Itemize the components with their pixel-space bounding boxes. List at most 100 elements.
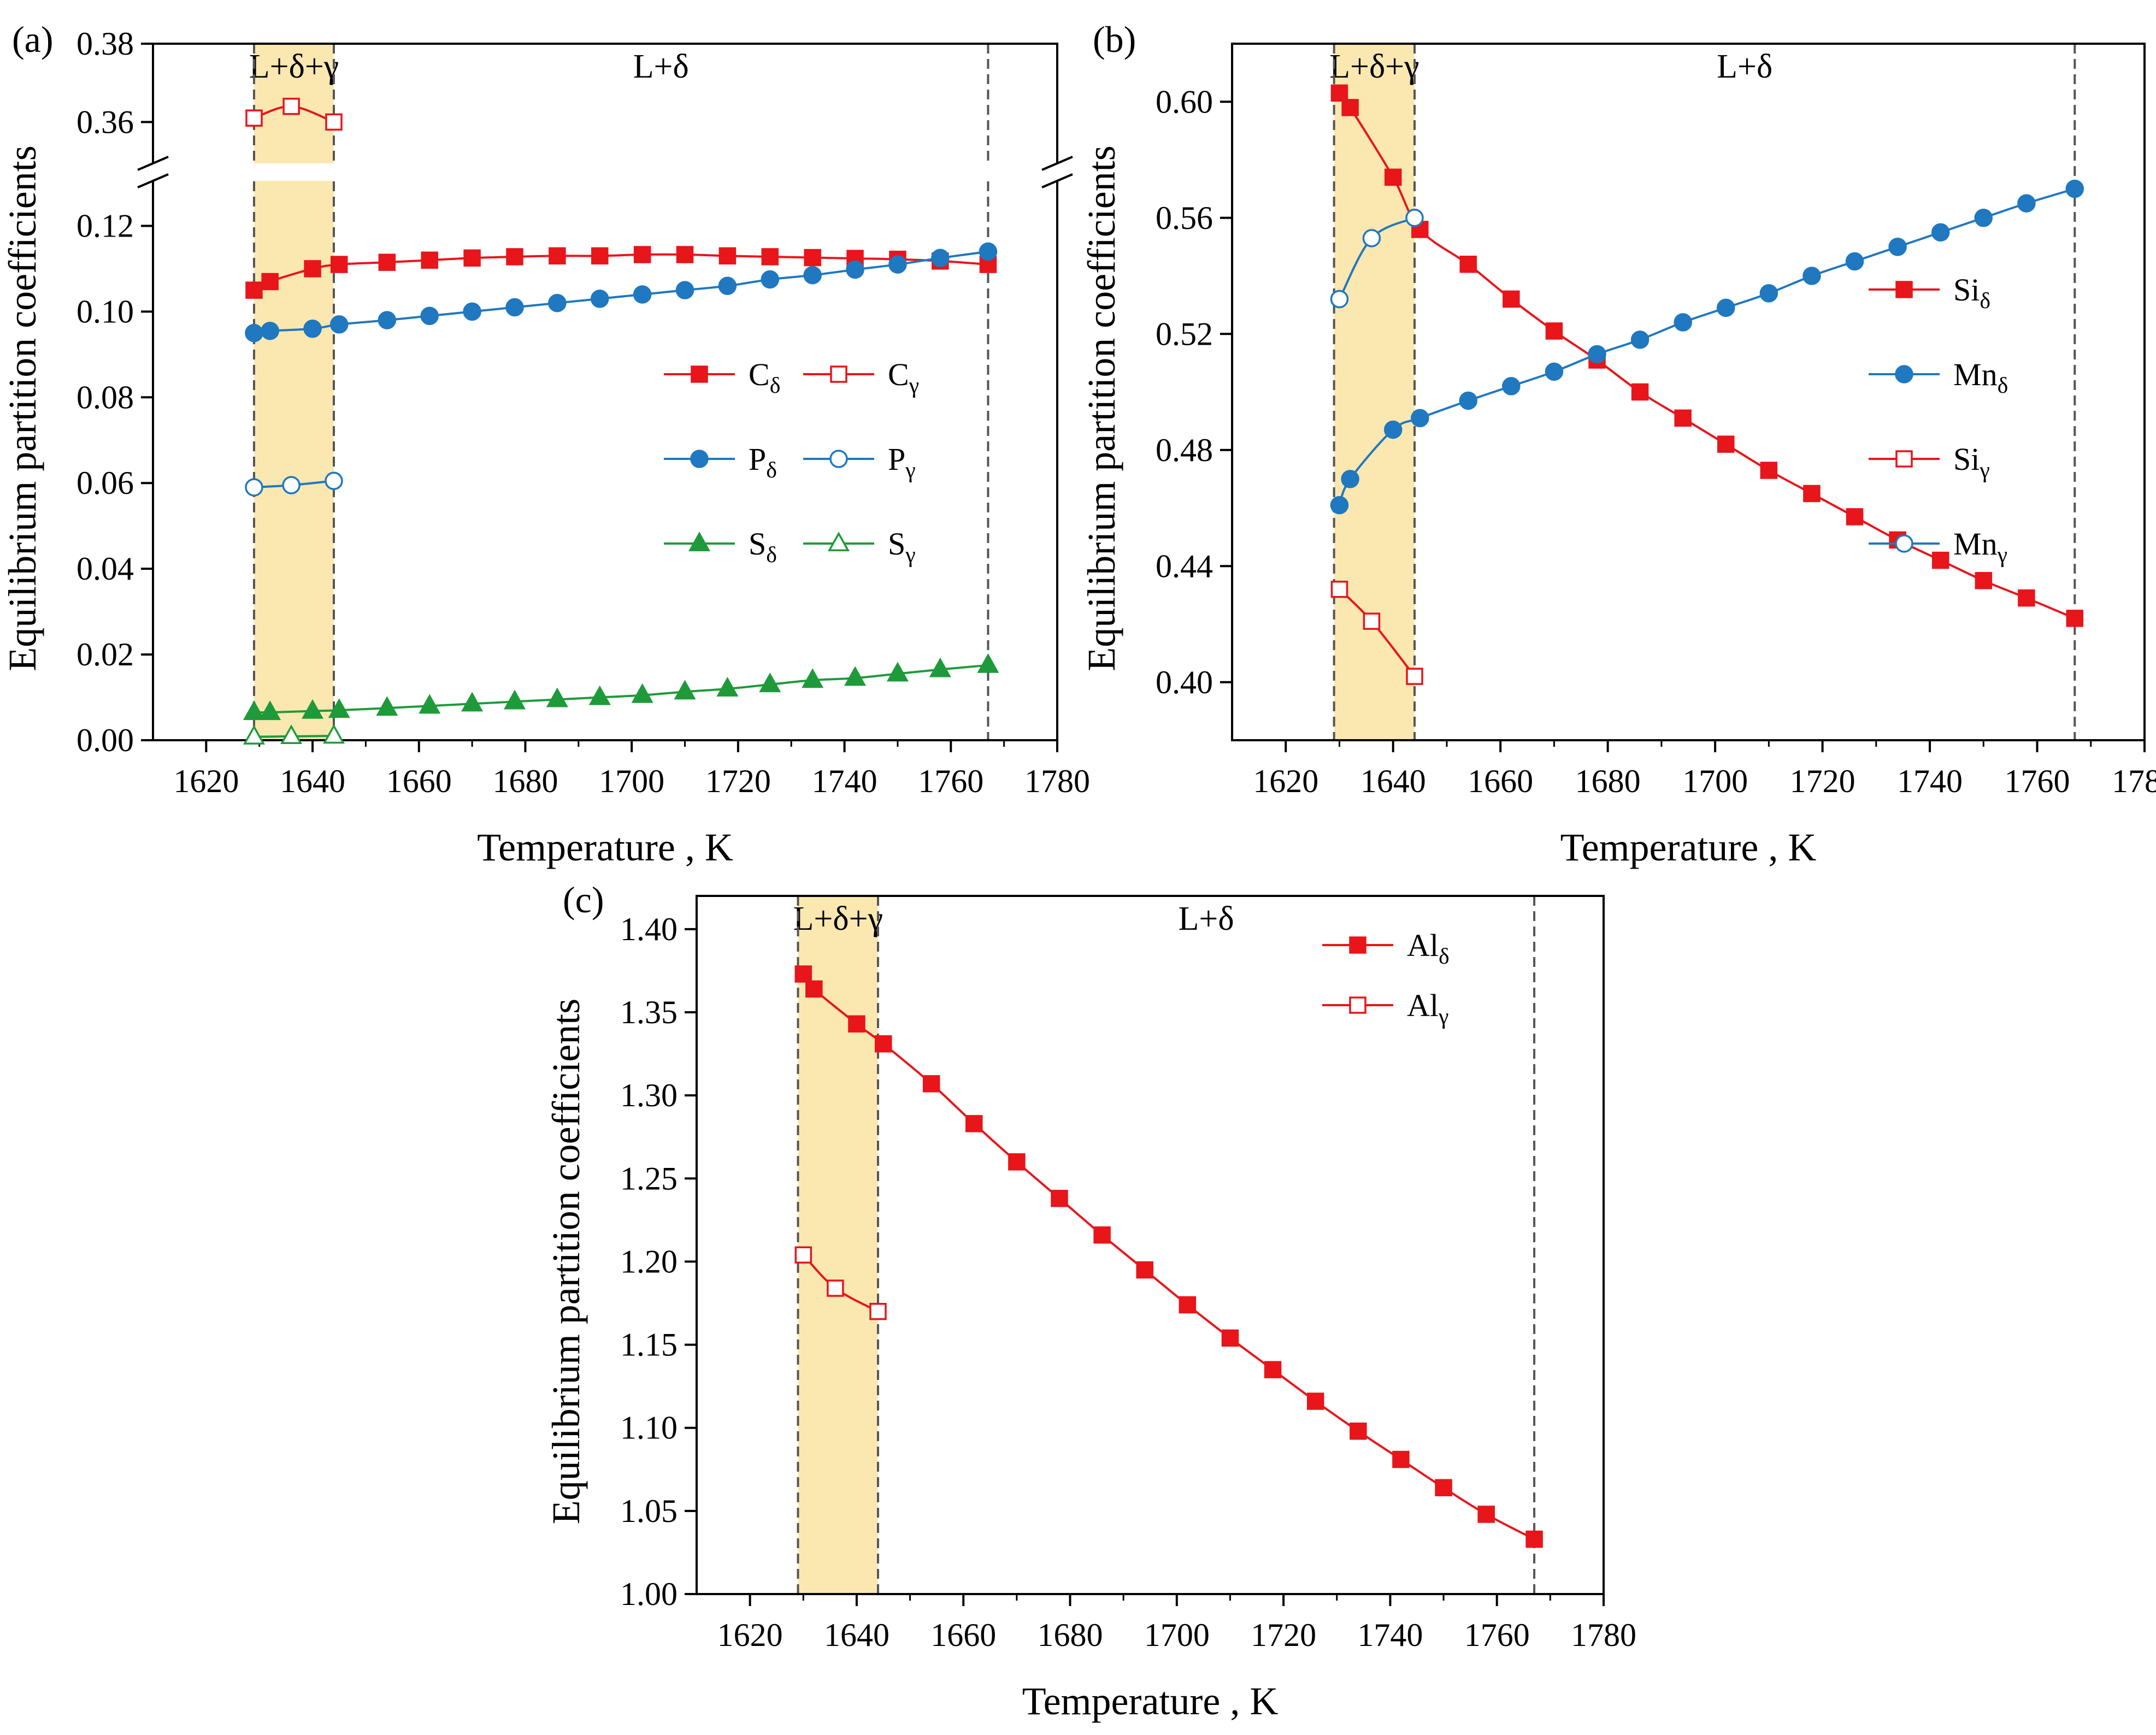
data-point-Si-δ [2066, 610, 2084, 627]
data-point-Al-δ [1179, 1296, 1197, 1314]
legend-label: Sγ [888, 526, 916, 568]
legend-label-main: P [749, 441, 766, 477]
data-point-P-δ [803, 265, 822, 285]
x-tick-label: 1720 [705, 763, 771, 799]
data-point-S-δ [419, 694, 441, 714]
chart-panel-2: L+δ+γ L+δ 1620 1640 1660 1680 1700 1720 1740 1760… [1080, 19, 2156, 869]
axis-break-mark [137, 156, 169, 171]
y-tick-label: 0.48 [1156, 432, 1213, 468]
data-point-Al-δ [1477, 1506, 1495, 1523]
data-point-Al-δ [848, 1015, 865, 1033]
plot-frame [1231, 43, 2146, 741]
y-tick-label: 0.04 [76, 551, 134, 587]
panel-label: (a) [12, 19, 53, 60]
legend-label: Cγ [888, 357, 919, 398]
data-point-Al-δ [1306, 1392, 1324, 1410]
data-point-Mn-δ [1341, 470, 1359, 488]
data-point-Al-γ [794, 1246, 812, 1264]
data-point-P-δ [303, 320, 322, 338]
x-tick-label: 1700 [1144, 1617, 1210, 1653]
x-tick-label: 1760 [918, 763, 983, 799]
data-point-Mn-δ [1502, 377, 1521, 396]
data-point-Mn-δ [1630, 331, 1650, 349]
legend-label-sub: δ [1980, 288, 1990, 314]
data-point-P-δ [979, 242, 998, 261]
data-point-Mn-δ [1674, 313, 1692, 332]
data-point-P-δ [329, 315, 349, 334]
data-point-Mn-δ [1330, 495, 1349, 515]
data-point-Si-γ [1363, 612, 1381, 630]
data-point-Si-δ [1330, 84, 1348, 102]
data-point-Mn-δ [1411, 409, 1429, 428]
data-point-P-δ [378, 311, 397, 329]
data-point-Mn-δ [1717, 298, 1735, 317]
data-point-P-δ [548, 293, 567, 312]
data-point-Al-δ [1525, 1530, 1543, 1548]
x-tick-label: 1680 [1575, 763, 1641, 799]
legend-label-sub: δ [766, 542, 777, 568]
axis-break-gap [153, 163, 1057, 181]
data-point-S-δ [929, 657, 951, 677]
data-point-Al-γ [869, 1302, 887, 1320]
y-tick-label: 1.05 [620, 1493, 678, 1529]
data-point-Al-δ [1392, 1450, 1410, 1468]
data-point-Si-δ [1631, 383, 1649, 401]
data-point-Al-δ [1221, 1329, 1239, 1347]
x-tick-label: 1740 [1357, 1617, 1423, 1653]
data-point-Al-δ [1051, 1190, 1068, 1207]
data-point-Si-δ [1803, 485, 1821, 503]
y-tick-label: 0.12 [76, 208, 134, 244]
data-point-Si-δ [1931, 551, 1949, 569]
data-point-C-δ [549, 247, 566, 265]
data-point-S-δ [716, 677, 739, 697]
data-point-P-δ [591, 290, 609, 308]
data-point-C-δ [633, 246, 651, 263]
y-tick-label: 0.06 [76, 465, 134, 501]
data-point-Al-δ [1264, 1361, 1282, 1378]
plot-frame [696, 895, 1605, 1595]
data-point-Si-δ [1384, 168, 1402, 186]
data-point-Al-δ [794, 965, 812, 983]
data-point-Si-δ [1503, 290, 1520, 308]
legend-marker [688, 532, 711, 552]
series-line-S-δ [254, 664, 988, 714]
y-tick-label: 1.35 [620, 994, 678, 1030]
legend-label-main: Si [1953, 272, 1980, 308]
data-point-S-δ [546, 687, 568, 707]
data-point-S-δ [503, 689, 526, 710]
legend-label: Alδ [1407, 928, 1450, 969]
legend-label-sub: δ [766, 458, 777, 483]
x-tick-label: 1680 [492, 763, 558, 799]
data-point-Al-δ [1093, 1226, 1111, 1244]
data-point-Si-δ [1975, 572, 1993, 589]
data-point-C-δ [378, 253, 396, 271]
data-point-C-δ [676, 246, 694, 263]
data-point-C-δ [463, 249, 481, 267]
legend-label: Pγ [888, 441, 916, 483]
phase-region-label: L+δ+γ [1329, 48, 1419, 85]
data-point-C-δ [245, 281, 263, 299]
data-point-S-δ [461, 692, 484, 712]
legend-label-main: S [888, 526, 905, 562]
data-point-P-δ [888, 255, 907, 274]
chart-panel-3: L+δ+γ L+δ 1620 1640 1660 1680 1700 1720 1740 1760… [544, 879, 1636, 1723]
data-point-Al-δ [1136, 1261, 1153, 1279]
data-point-Si-δ [1674, 409, 1692, 427]
y-tick-label: 0.08 [76, 379, 134, 415]
data-point-Mn-δ [1759, 284, 1778, 303]
legend-label: Siγ [1953, 441, 1990, 483]
x-tick-label: 1620 [173, 763, 239, 799]
data-point-P-δ [718, 276, 737, 296]
x-tick-label: 1640 [1360, 763, 1426, 799]
legend-label: Mnγ [1953, 526, 2007, 568]
phase-region-label: L+δ+γ [249, 48, 339, 85]
data-point-Mn-δ [1931, 223, 1950, 242]
y-tick-label: 0.00 [76, 722, 134, 758]
phase-region-label: L+δ+γ [793, 900, 883, 937]
data-point-C-γ [245, 109, 263, 127]
chart-panel-1: L+δ+γ L+δ 1620 1640 1660 1680 1700 1720 1740 1760… [1, 19, 1090, 869]
data-point-Mn-γ [1405, 209, 1424, 227]
x-tick-label: 1640 [824, 1617, 890, 1653]
data-point-C-γ [282, 97, 300, 115]
